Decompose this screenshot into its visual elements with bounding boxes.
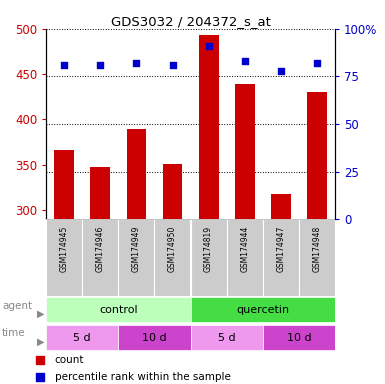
Bar bbox=[263, 219, 299, 296]
Text: GSM174944: GSM174944 bbox=[240, 225, 249, 272]
Point bbox=[278, 68, 284, 74]
Point bbox=[206, 43, 212, 49]
Bar bbox=[90, 167, 110, 219]
Text: agent: agent bbox=[2, 301, 32, 311]
Bar bbox=[235, 84, 254, 219]
Bar bbox=[46, 325, 119, 350]
Point bbox=[242, 58, 248, 64]
Point bbox=[314, 60, 320, 66]
Bar bbox=[191, 325, 263, 350]
Bar bbox=[162, 164, 182, 219]
Text: GSM174948: GSM174948 bbox=[312, 225, 321, 271]
Bar bbox=[227, 219, 263, 296]
Text: quercetin: quercetin bbox=[236, 305, 289, 315]
Text: GSM174949: GSM174949 bbox=[132, 225, 141, 272]
Bar bbox=[307, 92, 327, 219]
Bar bbox=[119, 219, 154, 296]
Point bbox=[133, 60, 139, 66]
Bar bbox=[154, 219, 191, 296]
Text: ▶: ▶ bbox=[37, 337, 44, 347]
Text: control: control bbox=[99, 305, 138, 315]
Text: 5 d: 5 d bbox=[74, 333, 91, 343]
Bar bbox=[82, 219, 119, 296]
Text: count: count bbox=[55, 356, 84, 366]
Bar bbox=[46, 298, 191, 322]
Bar bbox=[54, 150, 74, 219]
Point bbox=[306, 300, 313, 306]
Text: time: time bbox=[2, 328, 25, 338]
Title: GDS3032 / 204372_s_at: GDS3032 / 204372_s_at bbox=[110, 15, 271, 28]
Text: 10 d: 10 d bbox=[286, 333, 311, 343]
Point bbox=[306, 151, 313, 157]
Text: ▶: ▶ bbox=[37, 309, 44, 319]
Text: 10 d: 10 d bbox=[142, 333, 167, 343]
Bar bbox=[199, 35, 219, 219]
Text: GSM174946: GSM174946 bbox=[96, 225, 105, 272]
Bar bbox=[191, 219, 227, 296]
Point bbox=[169, 62, 176, 68]
Text: 5 d: 5 d bbox=[218, 333, 236, 343]
Bar bbox=[299, 219, 335, 296]
Bar bbox=[263, 325, 335, 350]
Text: GSM174819: GSM174819 bbox=[204, 225, 213, 271]
Bar bbox=[191, 298, 335, 322]
Bar bbox=[271, 194, 291, 219]
Point bbox=[61, 62, 67, 68]
Text: percentile rank within the sample: percentile rank within the sample bbox=[55, 372, 231, 382]
Bar bbox=[127, 129, 146, 219]
Bar bbox=[46, 219, 82, 296]
Point bbox=[97, 62, 104, 68]
Bar bbox=[119, 325, 191, 350]
Text: GSM174950: GSM174950 bbox=[168, 225, 177, 272]
Text: GSM174945: GSM174945 bbox=[60, 225, 69, 272]
Text: GSM174947: GSM174947 bbox=[276, 225, 285, 272]
